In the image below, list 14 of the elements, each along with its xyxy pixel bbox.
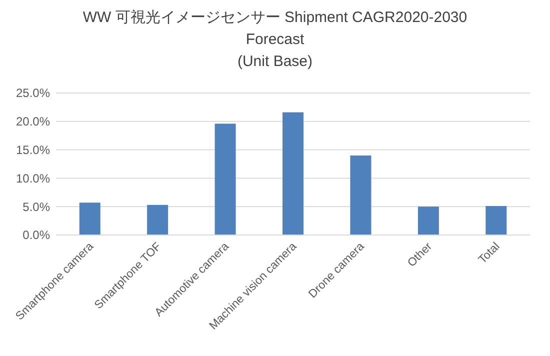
bar xyxy=(214,124,236,235)
y-tick-label: 5.0% xyxy=(22,200,50,214)
bar xyxy=(418,206,439,235)
y-tick-label: 25.0% xyxy=(16,86,50,100)
bar xyxy=(282,112,304,235)
y-tick-label: 10.0% xyxy=(16,171,50,186)
bar xyxy=(486,206,507,235)
chart-title: WW 可視光イメージセンサー Shipment CAGR2020-2030 Forecast (Unit Base) xyxy=(82,9,468,70)
y-tick-label: 15.0% xyxy=(16,143,50,157)
bar xyxy=(147,204,168,235)
y-tick-label: 0.0% xyxy=(22,228,50,242)
y-tick-label: 20.0% xyxy=(16,114,50,129)
bar xyxy=(79,202,100,235)
bar xyxy=(350,155,372,235)
